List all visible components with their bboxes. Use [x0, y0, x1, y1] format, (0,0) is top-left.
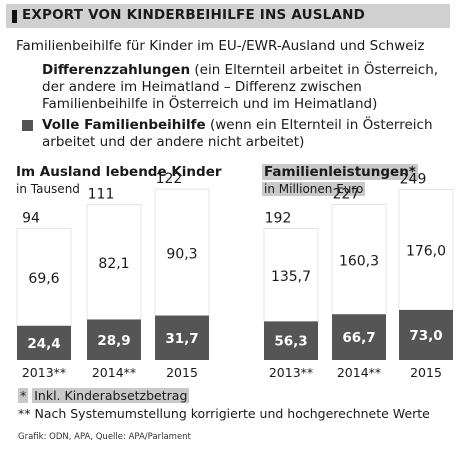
chart-2-bar-full: [264, 321, 318, 360]
chart-1-bar-difference: [154, 188, 210, 317]
chart-2-unit: in Millionen Euro: [262, 182, 366, 196]
chart-1-label-full: 28,9: [97, 333, 130, 349]
chart-1-label-total: 111: [88, 187, 115, 203]
legend-differenz-label: Differenzzahlungen: [42, 62, 191, 78]
chart-2-label-difference: 176,0: [406, 244, 446, 260]
chart-2-category-label: 2015: [410, 365, 442, 380]
footnote-star-text: Inkl. Kinderabsetzbetrag: [32, 388, 190, 403]
chart-1-bar-full: [17, 325, 71, 360]
chart-2-label-total: 192: [265, 210, 292, 226]
legend-voll: Volle Familienbeihilfe (wenn ein Elternt…: [22, 117, 442, 153]
chart-1-label-difference: 90,3: [166, 246, 197, 262]
chart-2-label-full: 56,3: [274, 334, 307, 350]
chart-2-bar-full: [332, 314, 386, 360]
legend-differenz-description: (ein Elternteil arbeitet in Österreich, …: [42, 62, 439, 112]
footnote-double-star: ** Nach Systemumstellung korrigierte und…: [18, 406, 430, 421]
chart-2-label-full: 66,7: [342, 330, 375, 346]
chart-1-label-full: 31,7: [165, 331, 198, 347]
chart-1-label-difference: 82,1: [98, 256, 129, 272]
chart-1-bar-full: [87, 319, 141, 360]
footnote-star-marker: *: [20, 388, 27, 403]
page-title: EXPORT VON KINDERBEIHILFE INS AUSLAND: [22, 7, 366, 23]
chart-2-label-total: 249: [400, 171, 427, 187]
chart-1-category-label: 2014**: [92, 365, 136, 380]
legend-voll-label: Volle Familienbeihilfe: [42, 117, 206, 133]
chart-1-bar-difference: [16, 227, 72, 327]
legend-voll-description: (wenn ein Elternteil in Österreich arbei…: [42, 117, 433, 150]
chart-1-label-total: 122: [156, 171, 183, 187]
chart-2-label-difference: 160,3: [339, 253, 379, 269]
chart-2-category-label: 2013**: [269, 365, 313, 380]
footnote-star: * Inkl. Kinderabsetzbetrag: [18, 388, 190, 403]
chart-2-bar-full: [399, 309, 453, 360]
chart-1-unit: in Tausend: [16, 182, 80, 196]
chart-2-bar-difference: [398, 188, 454, 311]
chart-1-bar-difference: [86, 204, 142, 321]
legend-voll-swatch: [22, 120, 33, 131]
chart-2-label-difference: 135,7: [271, 269, 311, 285]
title-marker: [12, 10, 17, 23]
chart-2-title: Familienleistungen*: [262, 164, 418, 180]
chart-2-label-total: 227: [333, 187, 360, 203]
chart-2-label-full: 73,0: [409, 328, 442, 344]
chart-1-category-label: 2013**: [22, 365, 66, 380]
chart-2-bar-difference: [263, 227, 319, 322]
chart-1-label-full: 24,4: [27, 336, 60, 352]
legend-differenz: Differenzzahlungen (ein Elternteil arbei…: [22, 62, 442, 114]
chart-1-bar-full: [155, 315, 209, 360]
source-credit: Grafik: ODN, APA, Quelle: APA/Parlament: [18, 432, 191, 442]
chart-2-bar-difference: [331, 204, 387, 315]
chart-2-category-label: 2014**: [337, 365, 381, 380]
chart-1-title: Im Ausland lebende Kinder: [16, 164, 222, 180]
chart-1-category-label: 2015: [166, 365, 198, 380]
chart-1-label-difference: 69,6: [28, 271, 59, 287]
title-bar: EXPORT VON KINDERBEIHILFE INS AUSLAND: [6, 4, 450, 28]
page-subtitle: Familienbeihilfe für Kinder im EU-/EWR-A…: [16, 38, 425, 54]
chart-1-label-total: 94: [22, 210, 40, 226]
